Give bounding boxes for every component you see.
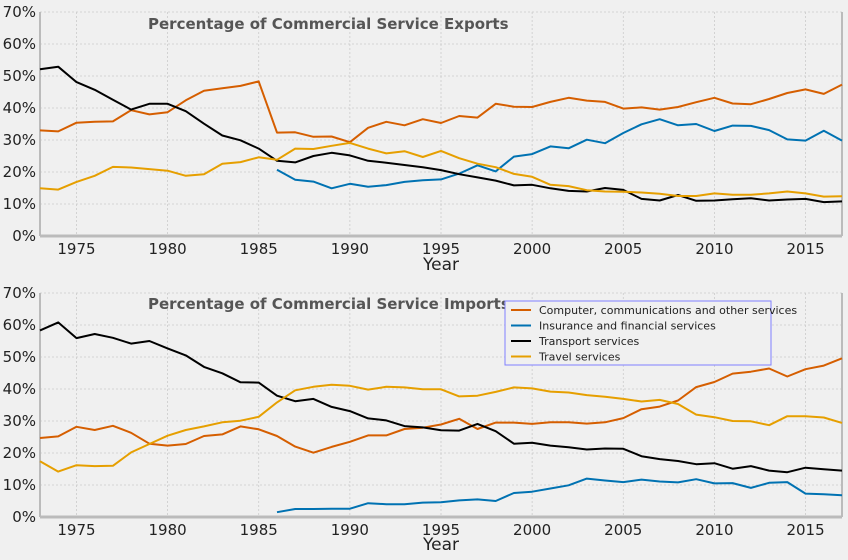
exports-xtick-label: 1980 [148, 240, 186, 258]
imports-xtick-label: 2015 [786, 521, 824, 539]
exports-ytick-label: 50% [3, 67, 36, 85]
legend-label-computer: Computer, communications and other servi… [539, 304, 797, 317]
exports-xtick-label: 1995 [422, 240, 460, 258]
imports-xtick-label: 2010 [695, 521, 733, 539]
imports-ytick-label: 40% [3, 380, 36, 398]
exports-series-computer [39, 80, 843, 144]
imports-ytick-label: 10% [3, 476, 36, 494]
exports-xtick-label: 2010 [695, 240, 733, 258]
imports-x-axis-label: Year [422, 535, 459, 555]
imports-series-computer [39, 357, 843, 454]
imports-series-insurance [276, 477, 843, 514]
exports-ytick-label: 10% [3, 195, 36, 213]
legend-label-insurance: Insurance and financial services [539, 320, 716, 333]
imports-ytick-label: 60% [3, 316, 36, 334]
exports-ytick-label: 60% [3, 35, 36, 53]
imports-xtick-label: 1995 [422, 521, 460, 539]
exports-ytick-label: 20% [3, 163, 36, 181]
imports-xtick-label: 1985 [240, 521, 278, 539]
exports-ytick-label: 0% [12, 227, 36, 245]
exports-xtick-label: 2000 [513, 240, 551, 258]
exports-title: Percentage of Commercial Service Exports [148, 15, 509, 33]
imports-ytick-label: 30% [3, 412, 36, 430]
legend-label-travel: Travel services [538, 351, 621, 364]
imports-xtick-label: 2005 [604, 521, 642, 539]
imports-ytick-label: 70% [3, 284, 36, 302]
imports-ytick-label: 50% [3, 348, 36, 366]
legend-label-transport: Transport services [538, 335, 640, 348]
exports-xtick-label: 1990 [331, 240, 369, 258]
exports-series-travel [39, 141, 843, 198]
imports-xtick-label: 1975 [57, 521, 95, 539]
imports-xtick-label: 1980 [148, 521, 186, 539]
imports-ytick-label: 20% [3, 444, 36, 462]
exports-xtick-label: 1975 [57, 240, 95, 258]
legend: Computer, communications and other servi… [504, 300, 797, 366]
exports-xtick-label: 2015 [786, 240, 824, 258]
exports-ytick-label: 30% [3, 131, 36, 149]
exports-series-transport [39, 65, 843, 204]
exports-x-axis-label: Year [422, 255, 459, 275]
exports-ytick-label: 70% [3, 3, 36, 21]
exports-chart: 0% 10% 20% 30% 40% 50% 60% 70% 1975 1980 1985 1990 1… [3, 3, 843, 275]
imports-series-transport [39, 321, 843, 474]
exports-xtick-label: 1985 [240, 240, 278, 258]
exports-ytick-label: 40% [3, 99, 36, 117]
imports-chart: 0% 10% 20% 30% 40% 50% 60% 70% 1975 1980 1985 1990 1… [3, 284, 843, 555]
imports-xtick-label: 2000 [513, 521, 551, 539]
imports-xtick-label: 1990 [331, 521, 369, 539]
imports-series-travel [39, 383, 843, 473]
legend-box [504, 300, 772, 366]
imports-ytick-label: 0% [12, 508, 36, 526]
exports-series-insurance [276, 118, 843, 190]
imports-title: Percentage of Commercial Service Imports [148, 295, 510, 313]
exports-xtick-label: 2005 [604, 240, 642, 258]
